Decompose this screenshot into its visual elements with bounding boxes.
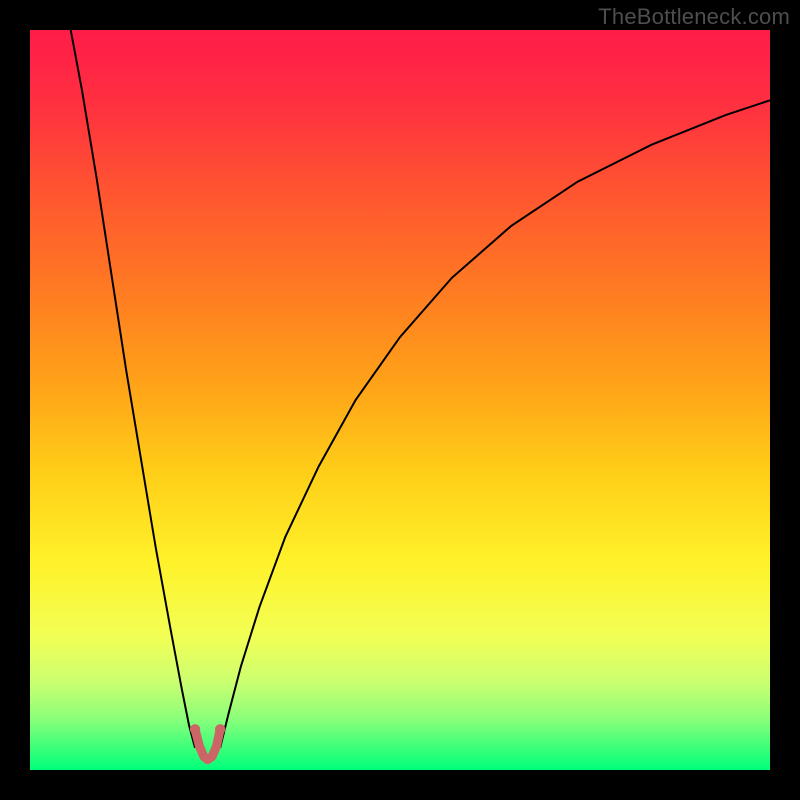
watermark-text: TheBottleneck.com bbox=[598, 4, 790, 30]
valley-dot bbox=[215, 724, 225, 734]
chart-container: TheBottleneck.com bbox=[0, 0, 800, 800]
bottleneck-chart bbox=[0, 0, 800, 800]
valley-dot bbox=[190, 724, 200, 734]
